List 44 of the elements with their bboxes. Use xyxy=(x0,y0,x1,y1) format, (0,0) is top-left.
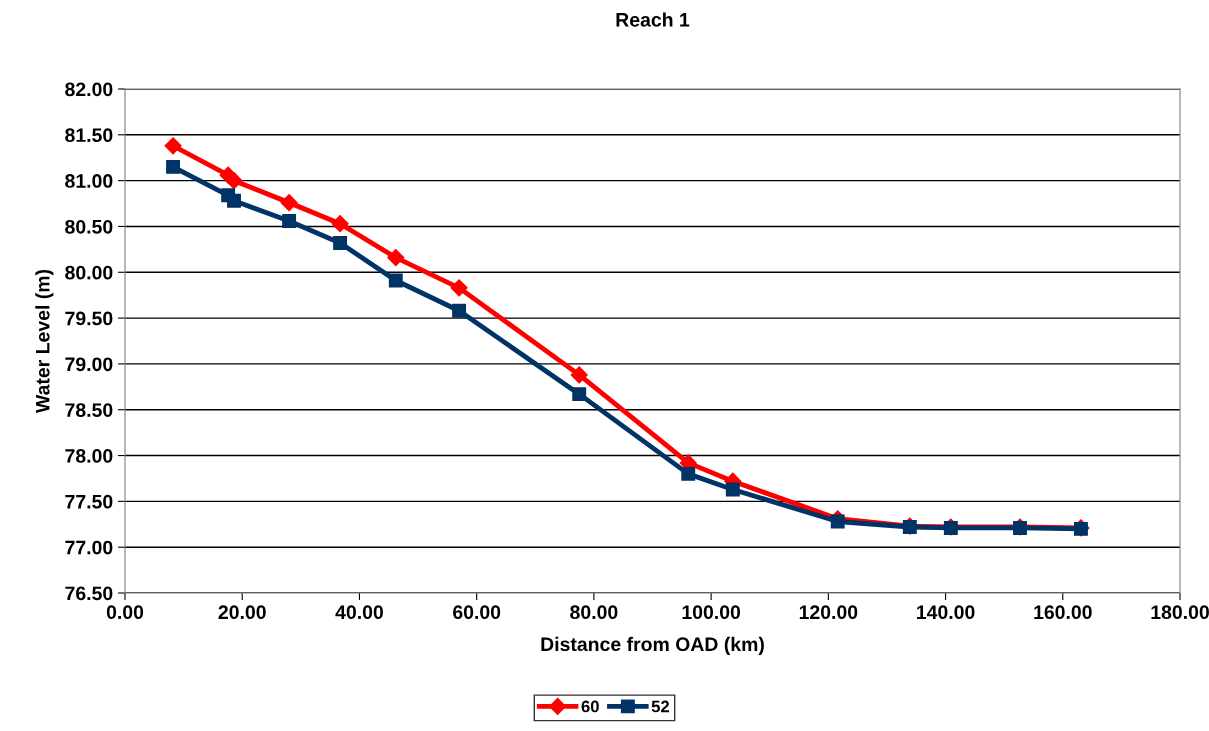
y-tick-label: 81.00 xyxy=(65,174,113,188)
point xyxy=(280,194,298,212)
point xyxy=(164,137,182,155)
y-tick-label: 79.00 xyxy=(65,357,113,372)
y-tick-label: 79.50 xyxy=(65,311,113,326)
x-axis-title: Distance from OAD (km) xyxy=(541,636,764,655)
point xyxy=(450,279,468,297)
point xyxy=(725,482,740,497)
x-tick-label: 180.00 xyxy=(1151,605,1209,620)
point xyxy=(681,466,696,481)
point xyxy=(452,303,467,318)
point xyxy=(227,193,241,208)
y-tick-label: 80.00 xyxy=(65,265,113,280)
legend-label: 60 xyxy=(581,700,599,713)
point xyxy=(570,366,588,384)
point xyxy=(387,249,405,267)
legend-label: 52 xyxy=(651,700,670,713)
x-tick-label: 80.00 xyxy=(570,605,618,620)
y-tick-label: 81.50 xyxy=(65,128,113,143)
y-tick-label: 78.00 xyxy=(65,449,113,463)
x-tick-label: 140.00 xyxy=(917,605,975,620)
point xyxy=(830,514,845,529)
x-tick-label: 0.00 xyxy=(106,605,144,620)
y-tick-label: 82.00 xyxy=(65,82,113,97)
x-tick-label: 60.00 xyxy=(453,605,501,620)
x-tick-label: 120.00 xyxy=(799,605,858,620)
x-tick-label: 160.00 xyxy=(1034,605,1092,620)
chart-title: Reach 1 xyxy=(616,12,690,27)
x-tick-label: 20.00 xyxy=(218,605,266,620)
x-tick-label: 40.00 xyxy=(335,605,383,620)
point xyxy=(282,214,297,228)
point xyxy=(572,387,587,402)
point xyxy=(333,236,348,250)
y-tick-label: 80.50 xyxy=(65,219,113,234)
point xyxy=(166,159,181,174)
point xyxy=(225,172,243,190)
x-tick-label: 100.00 xyxy=(682,605,741,620)
y-tick-label: 78.50 xyxy=(65,403,113,417)
point xyxy=(331,215,349,233)
y-tick-label: 76.50 xyxy=(65,586,113,601)
y-tick-label: 77.00 xyxy=(65,540,113,555)
y-axis-title: Water Level (m) xyxy=(35,269,54,414)
point xyxy=(388,273,403,288)
y-tick-label: 77.50 xyxy=(65,494,113,509)
